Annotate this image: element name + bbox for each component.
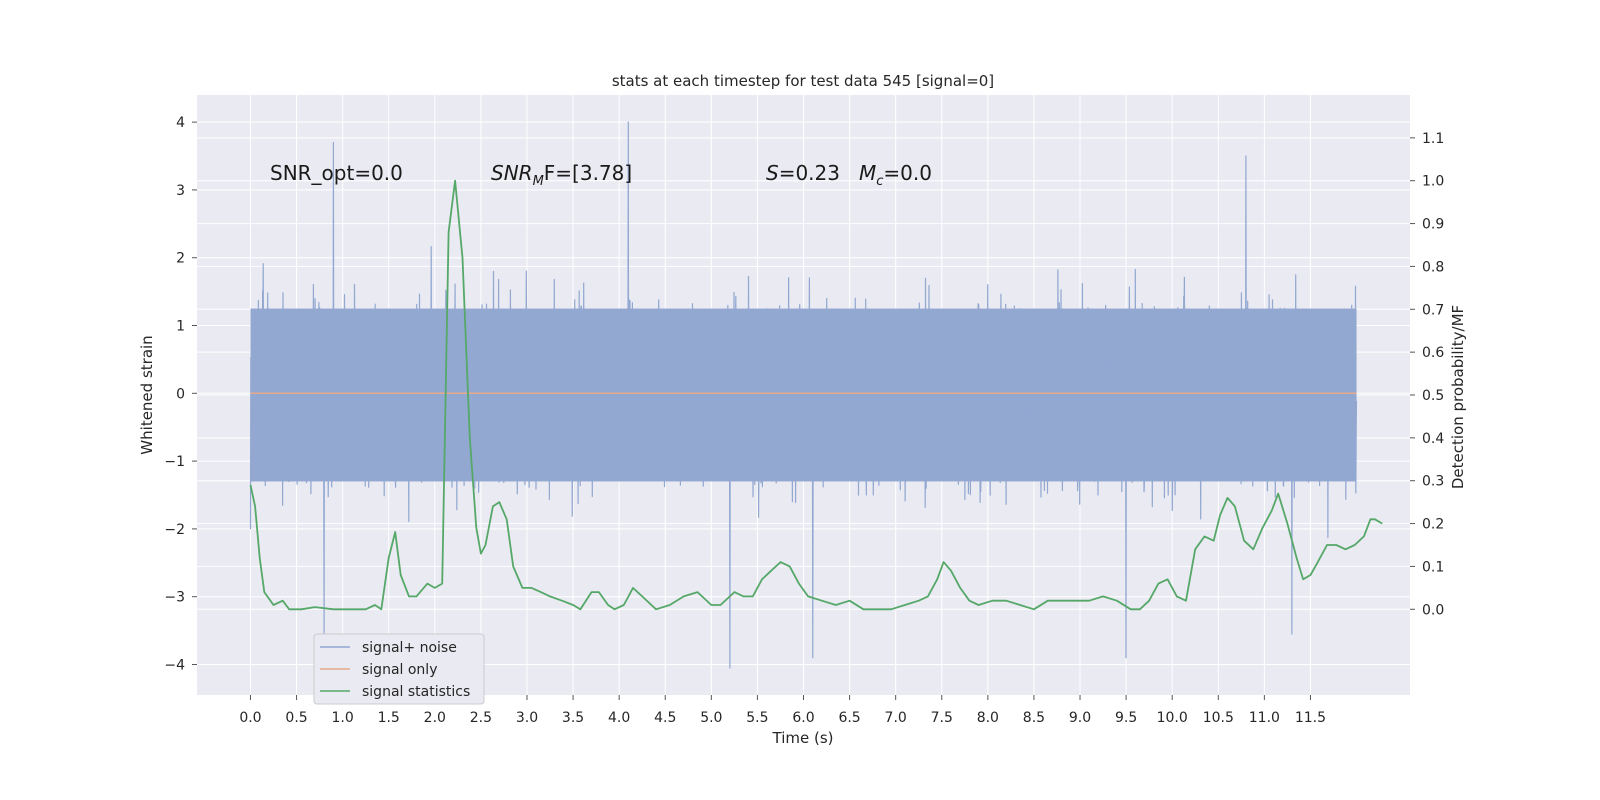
chart-title: stats at each timestep for test data 545… [612, 72, 994, 90]
mc-value: =0.0 [883, 161, 932, 185]
y2-tick-label: 0.7 [1422, 302, 1444, 318]
x-axis-label: Time (s) [772, 729, 834, 747]
y-tick-label: −1 [164, 454, 185, 470]
y2-tick-label: 0.3 [1422, 474, 1444, 490]
y2-tick-label: 0.4 [1422, 431, 1444, 447]
signal-statistics-line [249, 179, 1383, 611]
x-tick-label: 8.5 [1023, 710, 1045, 726]
y2-tick-label: 1.0 [1422, 174, 1444, 190]
axis-ticks: 0.0 0.5 1.0 1.5 2.0 2.5 3.0 3.5 4.0 4.5 5.0 5.5 6.0 6… [164, 115, 1444, 726]
s-label: S [766, 161, 779, 185]
x-tick-label: 7.5 [931, 710, 953, 726]
x-tick-label: 11.0 [1249, 710, 1280, 726]
y-tick-label: 1 [176, 319, 185, 335]
y-axis-label: Whitened strain [138, 335, 156, 454]
x-tick-label: 10.0 [1157, 710, 1188, 726]
y2-tick-label: 0.0 [1422, 602, 1444, 618]
legend-box [313, 633, 485, 705]
y2-tick-label: 0.5 [1422, 388, 1444, 404]
x-tick-label: 6.0 [792, 710, 814, 726]
y-tick-label: −4 [164, 657, 185, 673]
x-tick-label: 4.5 [654, 710, 676, 726]
y-tick-label: 3 [176, 183, 185, 199]
x-tick-label: 3.5 [562, 710, 584, 726]
y2-tick-label: 0.2 [1422, 517, 1444, 533]
s-annotation: S=0.23 [766, 161, 840, 185]
x-tick-label: 4.0 [608, 710, 630, 726]
y-tick-label: −3 [164, 590, 185, 606]
mc-sub: c [876, 174, 883, 189]
y-tick-label: 2 [176, 251, 185, 267]
x-tick-label: 2.0 [424, 710, 446, 726]
x-tick-label: 1.0 [332, 710, 354, 726]
snr-mf-sub: M [533, 174, 544, 189]
legend-label-signal-noise: signal+ noise [362, 640, 457, 656]
x-tick-label: 6.5 [838, 710, 860, 726]
y2-tick-label: 0.9 [1422, 217, 1444, 233]
y-tick-label: −2 [164, 522, 185, 538]
x-tick-label: 10.5 [1203, 710, 1234, 726]
snr-mf-annotation: SNRMF=[3.78] [491, 161, 632, 189]
y2-tick-label: 0.6 [1422, 345, 1444, 361]
legend: signal+ noise signal only signal statist… [313, 633, 485, 705]
snr-opt-annotation: SNR_opt=0.0 [270, 161, 403, 185]
snr-mf-main: SNR [491, 161, 533, 185]
x-tick-label: 3.0 [516, 710, 538, 726]
x-tick-label: 9.5 [1115, 710, 1137, 726]
x-tick-label: 9.0 [1069, 710, 1091, 726]
x-tick-label: 0.0 [239, 710, 261, 726]
snr-mf-rest: F=[3.78] [544, 161, 632, 185]
x-tick-label: 5.0 [700, 710, 722, 726]
y-tick-label: 0 [176, 386, 185, 402]
x-tick-label: 7.0 [885, 710, 907, 726]
legend-label-signal-statistics: signal statistics [362, 684, 470, 700]
signal-statistics-series [249, 179, 1383, 611]
y-tick-label: 4 [176, 115, 185, 131]
x-tick-label: 8.0 [977, 710, 999, 726]
y2-axis-label: Detection probability/MF [1449, 305, 1467, 489]
noise-series [249, 121, 1358, 669]
x-tick-label: 2.5 [470, 710, 492, 726]
y2-tick-label: 1.1 [1422, 131, 1444, 147]
mc-main: M [859, 161, 876, 185]
legend-label-signal-only: signal only [362, 662, 437, 678]
mc-annotation: Mc=0.0 [859, 161, 932, 189]
noise-line [249, 121, 1358, 669]
s-value: =0.23 [779, 161, 840, 185]
x-tick-label: 5.5 [746, 710, 768, 726]
x-tick-label: 1.5 [378, 710, 400, 726]
y2-tick-label: 0.8 [1422, 259, 1444, 275]
y2-tick-label: 0.1 [1422, 559, 1444, 575]
x-tick-label: 11.5 [1295, 710, 1326, 726]
x-tick-label: 0.5 [285, 710, 307, 726]
